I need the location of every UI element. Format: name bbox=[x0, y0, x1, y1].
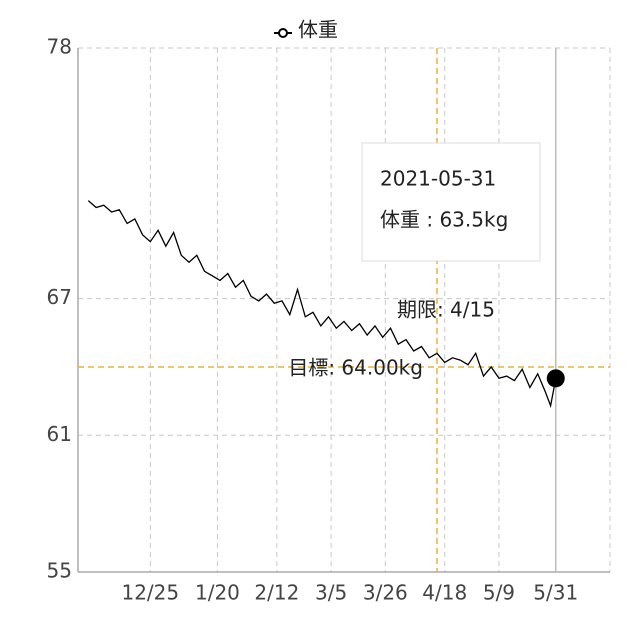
x-tick-label: 5/31 bbox=[533, 581, 578, 605]
x-tick-label: 5/9 bbox=[483, 581, 515, 605]
x-tick-label: 3/5 bbox=[315, 581, 347, 605]
x-tick-label: 3/26 bbox=[363, 581, 408, 605]
series-line bbox=[87, 200, 557, 409]
x-tick-label: 4/18 bbox=[422, 581, 467, 605]
legend: 体重 bbox=[274, 18, 338, 42]
y-tick-label: 55 bbox=[47, 559, 72, 583]
tooltip-label: 体重 : 63.5kg bbox=[380, 208, 508, 232]
x-tick-label: 12/25 bbox=[121, 581, 179, 605]
y-tick-label: 61 bbox=[47, 422, 72, 446]
target-label: 目標: 64.00kg bbox=[288, 355, 423, 379]
tooltip: 2021-05-31 体重 : 63.5kg bbox=[361, 142, 541, 262]
tooltip-title: 2021-05-31 bbox=[380, 167, 496, 191]
x-tick-label: 2/12 bbox=[254, 581, 299, 605]
legend-label: 体重 bbox=[298, 18, 338, 42]
y-tick-label: 67 bbox=[47, 285, 72, 309]
tooltip-box bbox=[361, 142, 541, 262]
legend-marker bbox=[278, 28, 288, 38]
deadline-label: 期限: 4/15 bbox=[397, 297, 495, 321]
x-tick-label: 1/20 bbox=[195, 581, 240, 605]
highlight-point bbox=[546, 369, 565, 388]
y-tick-label: 78 bbox=[47, 35, 72, 59]
